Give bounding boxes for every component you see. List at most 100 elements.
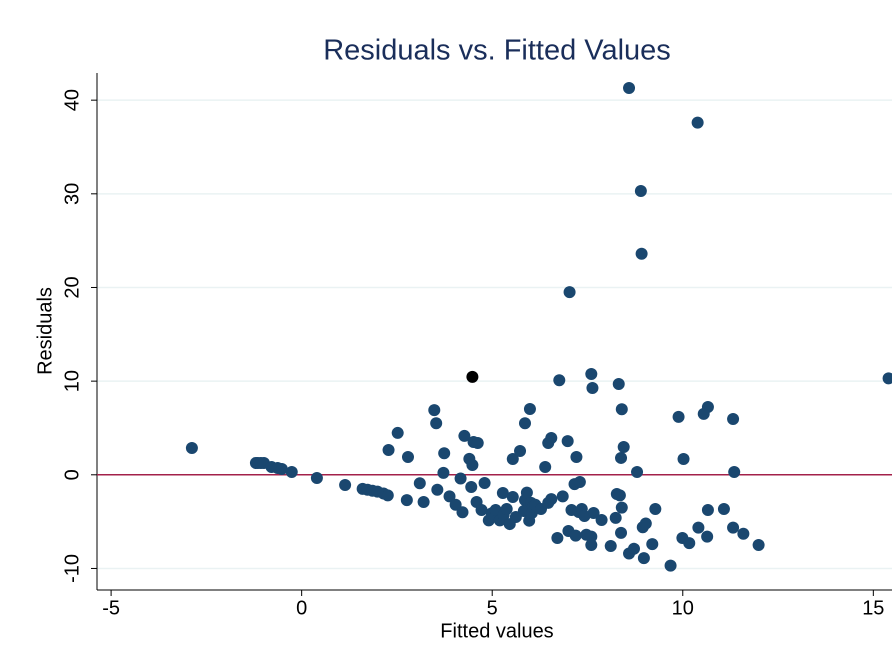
point <box>563 286 576 299</box>
point <box>500 502 513 515</box>
point <box>506 490 519 503</box>
point <box>578 510 591 523</box>
point <box>438 447 451 460</box>
point <box>585 530 598 543</box>
point <box>545 493 558 506</box>
point <box>523 402 536 415</box>
point <box>615 501 628 514</box>
point <box>701 530 714 543</box>
x-axis-label: Fitted values <box>440 620 553 642</box>
point <box>428 404 441 417</box>
point <box>391 426 404 439</box>
point <box>585 539 598 552</box>
point <box>617 440 630 453</box>
point <box>458 429 471 442</box>
point <box>692 521 705 534</box>
point <box>627 542 640 555</box>
point <box>882 372 892 385</box>
point <box>456 506 469 519</box>
point <box>637 552 650 565</box>
point <box>586 381 599 394</box>
y-axis-label: Residuals <box>34 287 56 375</box>
point <box>556 490 569 503</box>
y-tick-label: 40 <box>61 89 83 111</box>
point <box>401 451 414 464</box>
point <box>518 417 531 430</box>
x-tick-label: -5 <box>102 597 120 619</box>
point <box>185 442 198 455</box>
point <box>612 377 625 390</box>
y-tick-label: 0 <box>61 469 83 480</box>
point <box>539 461 552 474</box>
point <box>752 539 765 552</box>
y-tick-label: 20 <box>61 276 83 298</box>
point <box>691 116 704 129</box>
point <box>475 504 488 517</box>
point <box>604 539 617 552</box>
chart-title: Residuals vs. Fitted Values <box>323 35 671 67</box>
point <box>400 494 413 507</box>
point <box>609 511 622 524</box>
point <box>520 486 533 499</box>
point <box>431 483 444 496</box>
point <box>587 507 600 520</box>
point <box>417 495 430 508</box>
point <box>496 486 509 499</box>
point <box>570 451 583 464</box>
point <box>437 466 450 479</box>
point <box>701 400 714 413</box>
point <box>569 529 582 542</box>
point <box>664 559 677 572</box>
point <box>471 436 484 449</box>
point <box>717 502 730 515</box>
point <box>339 479 352 492</box>
point <box>573 476 586 489</box>
point <box>413 477 426 490</box>
point <box>683 537 696 550</box>
point <box>382 443 395 456</box>
point <box>478 477 491 490</box>
point <box>443 490 456 503</box>
point <box>737 527 750 540</box>
point <box>381 489 394 502</box>
point <box>430 417 443 430</box>
point <box>727 412 740 425</box>
point <box>561 435 574 448</box>
point <box>635 247 648 260</box>
point <box>634 185 647 198</box>
point <box>506 452 519 465</box>
point <box>465 480 478 493</box>
point <box>623 81 636 94</box>
point <box>553 374 566 387</box>
point <box>545 431 558 444</box>
point <box>646 538 659 551</box>
point <box>639 517 652 530</box>
point <box>727 521 740 534</box>
point <box>466 458 479 471</box>
point <box>631 465 644 478</box>
point <box>454 472 467 485</box>
point <box>514 445 527 458</box>
point <box>615 451 628 464</box>
x-tick-label: 0 <box>296 597 307 619</box>
y-tick-label: 10 <box>61 370 83 392</box>
point <box>677 452 690 465</box>
point <box>672 410 685 423</box>
point <box>613 489 626 502</box>
point <box>701 504 714 517</box>
point <box>585 368 598 381</box>
x-tick-label: 10 <box>672 597 694 619</box>
x-tick-label: 15 <box>862 597 884 619</box>
point <box>310 471 323 484</box>
point <box>615 526 628 539</box>
highlight-point <box>466 370 479 383</box>
y-tick-label: 30 <box>61 183 83 205</box>
y-tick-label: -10 <box>61 554 83 583</box>
x-tick-label: 5 <box>487 597 498 619</box>
point <box>649 502 662 515</box>
point <box>595 514 608 527</box>
point <box>275 462 288 475</box>
point <box>285 465 298 478</box>
point <box>615 403 628 416</box>
